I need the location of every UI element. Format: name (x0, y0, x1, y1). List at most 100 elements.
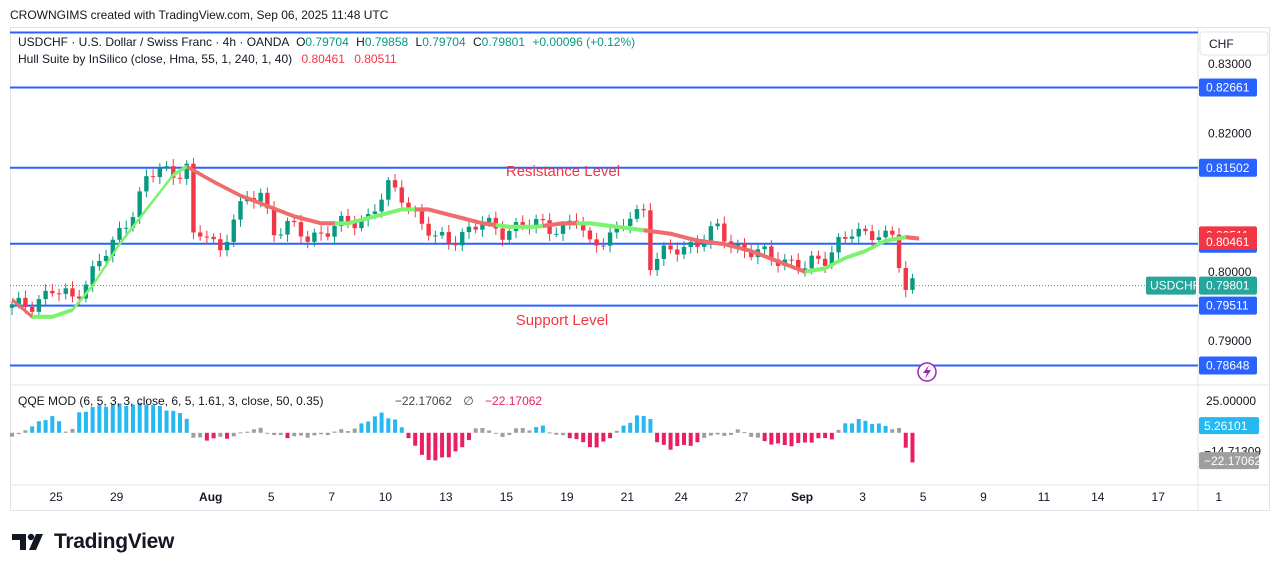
qqe-bar (856, 419, 861, 433)
candle-body (150, 176, 156, 178)
candle-body (789, 259, 794, 261)
candle-body (796, 259, 801, 270)
candle-body (43, 290, 48, 300)
candle-body (386, 180, 391, 200)
qqe-bar (655, 432, 660, 443)
qqe-bar (352, 428, 357, 433)
candle-body (876, 237, 882, 241)
hull-segment-1 (32, 164, 187, 319)
qqe-bar (178, 413, 182, 433)
candle-body (822, 258, 828, 266)
qqe-bar (823, 432, 828, 439)
hull-segment-6 (542, 221, 577, 228)
candle-body (29, 306, 35, 312)
qqe-bar (843, 423, 848, 433)
time-tick-label: 21 (621, 490, 635, 504)
qqe-bar (735, 429, 740, 433)
tradingview-logo[interactable]: TradingView (12, 530, 174, 554)
candle-body (345, 215, 351, 223)
candle-body (56, 293, 62, 295)
candle-body (695, 241, 700, 247)
qqe-bar (372, 416, 377, 433)
price-tick-label: 0.79000 (1208, 334, 1252, 348)
candle-body (419, 210, 425, 224)
qqe-bar (661, 432, 666, 445)
qqe-bar (245, 431, 250, 433)
qqe-tag-2 (1199, 452, 1259, 470)
candle-body (292, 220, 297, 223)
qqe-bar (77, 412, 82, 433)
candle-body (581, 222, 586, 231)
qqe-bar (43, 420, 48, 433)
qqe-bar (446, 432, 451, 458)
candle-body (843, 237, 848, 239)
qqe-bar (850, 423, 854, 433)
candle-body (318, 232, 324, 234)
candle-body (520, 222, 525, 227)
qqe-bar (527, 430, 532, 433)
qqe-bar (910, 432, 915, 463)
qqe-bar (359, 423, 364, 433)
qqe-bar (782, 432, 787, 445)
candle-body (426, 223, 431, 236)
level-tag-1 (1199, 78, 1257, 97)
hull-segment-9 (804, 235, 906, 274)
qqe-bar (480, 428, 485, 433)
candle-body (601, 245, 606, 247)
candle-body (352, 222, 357, 229)
candle-body (802, 268, 808, 270)
qqe-bar (50, 416, 55, 433)
candle-body (533, 219, 539, 228)
time-tick-label: 7 (328, 490, 335, 504)
candle-body (466, 226, 472, 233)
qqe-bar (802, 432, 807, 443)
level-tag-5 (1199, 356, 1257, 375)
time-tick-label: 24 (674, 490, 688, 504)
candle-body (453, 242, 458, 246)
qqe-bar (587, 432, 592, 448)
candle-body (359, 219, 364, 229)
qqe-bar (473, 428, 478, 433)
qqe-bar (816, 432, 821, 439)
time-tick-label: Aug (199, 490, 222, 504)
candle-body (628, 218, 633, 226)
qqe-bar (688, 432, 693, 446)
candle-body (191, 163, 196, 233)
candle-body (883, 230, 888, 238)
qqe-bar (641, 416, 646, 433)
qqe-bar (124, 406, 129, 433)
qqe-bar (171, 410, 176, 433)
qqe-bar (440, 432, 445, 458)
candle-body (607, 232, 613, 246)
candle-body (896, 234, 902, 269)
qqe-bar (594, 432, 599, 448)
candle-body (446, 232, 451, 243)
legend-symbol: USDCHF · U.S. Dollar / Swiss Franc · 4h … (18, 35, 635, 49)
hull-segment-8 (643, 228, 805, 274)
qqe-bar (258, 427, 263, 433)
qqe-bar (312, 432, 317, 436)
lightning-icon[interactable] (917, 362, 937, 382)
qqe-bar (198, 432, 203, 438)
qqe-bar (164, 410, 169, 433)
candle-body (379, 199, 384, 212)
svg-text:CHF: CHF (1209, 37, 1234, 51)
qqe-bar (634, 415, 639, 433)
qqe-bar (204, 432, 209, 441)
candle-body (305, 236, 310, 242)
qqe-bar (547, 432, 552, 434)
qqe-bar (137, 402, 142, 433)
candle-body (688, 241, 693, 247)
qqe-bar (130, 404, 135, 433)
time-axis[interactable]: 25 29 Aug 5 7 10 13 15 19 21 24 27 Sep 3 5 9 11 14 17 1 (49, 490, 1222, 504)
currency-label[interactable]: CHF (1199, 31, 1269, 56)
candle-body (560, 224, 566, 234)
qqe-bar (729, 432, 734, 435)
qqe-bar (325, 432, 330, 436)
qqe-bar (97, 405, 102, 433)
price-axis[interactable]: 0.83000 0.82000 0.80000 0.79000 (1208, 57, 1252, 348)
candle-body (587, 230, 593, 240)
